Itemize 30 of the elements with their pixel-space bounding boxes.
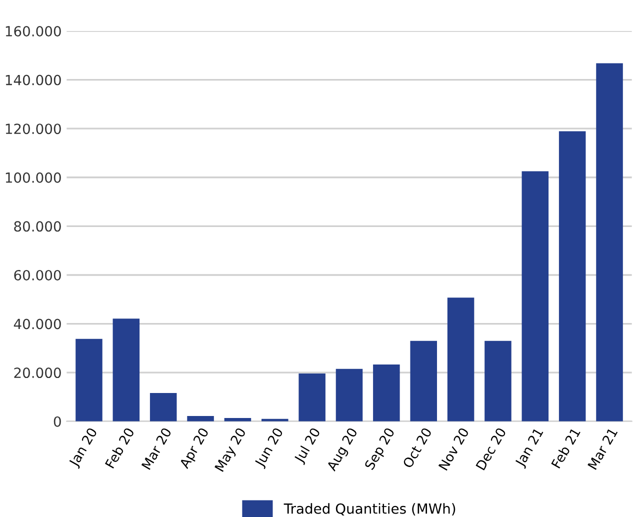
y-tick-label: 20.000 bbox=[14, 368, 61, 378]
bar bbox=[447, 298, 474, 422]
x-tick-label: Jun 20 bbox=[254, 427, 286, 470]
bar bbox=[410, 340, 437, 422]
legend-label: Traded Quantities (MWh) bbox=[284, 503, 456, 516]
bar bbox=[373, 364, 400, 422]
y-tick-label: 120.000 bbox=[6, 124, 61, 134]
x-tick-label: Feb 20 bbox=[104, 426, 135, 469]
y-tick-label: 160.000 bbox=[6, 26, 61, 36]
bar bbox=[76, 338, 102, 422]
bar bbox=[298, 374, 326, 422]
bar bbox=[484, 340, 512, 422]
bar bbox=[336, 368, 363, 422]
y-tick-label: 0 bbox=[54, 416, 61, 427]
y-tick-label: 60.000 bbox=[14, 270, 61, 280]
bar bbox=[187, 416, 214, 422]
y-tick-label: 80.000 bbox=[14, 221, 61, 232]
x-tick-label: Jan 21 bbox=[514, 427, 546, 469]
y-tick-label: 140.000 bbox=[6, 74, 61, 86]
bar bbox=[558, 131, 586, 422]
y-tick-label: 40.000 bbox=[14, 318, 61, 330]
y-tick-label: 100.000 bbox=[6, 172, 61, 183]
x-tick-label: Jan 20 bbox=[68, 427, 100, 469]
bar bbox=[522, 171, 549, 422]
bar bbox=[150, 393, 177, 422]
x-tick-label: Feb 21 bbox=[550, 427, 581, 469]
bar bbox=[596, 63, 623, 422]
x-tick-label: Oct 20 bbox=[402, 427, 432, 469]
x-tick-label: Jul 20 bbox=[293, 426, 323, 466]
bar bbox=[112, 318, 140, 422]
